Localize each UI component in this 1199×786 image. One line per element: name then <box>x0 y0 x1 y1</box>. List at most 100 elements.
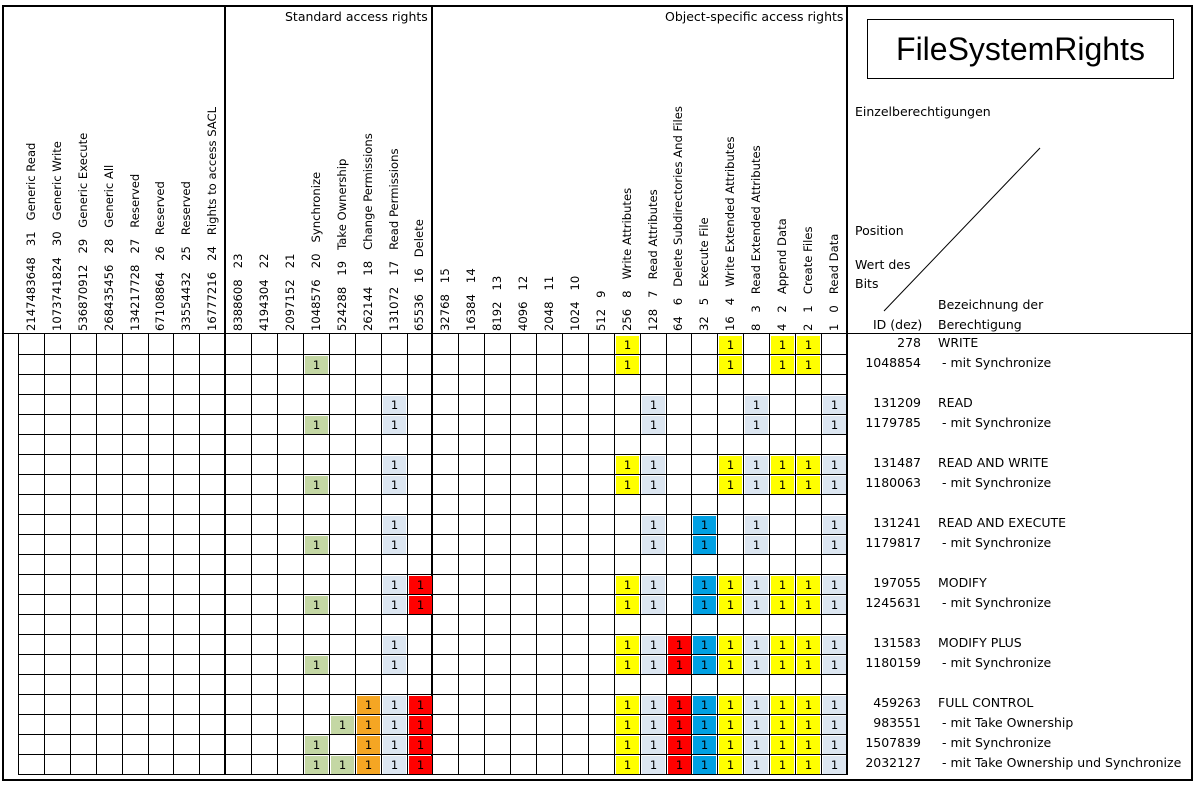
bit-cell: 1 <box>823 516 846 534</box>
column-header-label: 2048 11 <box>541 275 556 331</box>
bit-cell: 1 <box>719 636 742 654</box>
bit-cell: 1 <box>797 736 820 754</box>
bit-cell: 1 <box>797 716 820 734</box>
column-header-label: 134217728 27 Reserved <box>127 173 142 331</box>
column-header-label: 262144 18 Change Permissions <box>360 133 375 331</box>
bit-cell: 1 <box>771 476 794 494</box>
row-divider <box>18 554 847 555</box>
bit-cell: 1 <box>693 656 716 674</box>
row-permission-name: MODIFY <box>938 575 987 590</box>
bit-cell: 1 <box>797 356 820 374</box>
bit-cell: 1 <box>823 456 846 474</box>
row-permission-name: READ AND WRITE <box>938 455 1049 470</box>
bit-cell: 1 <box>383 596 406 614</box>
row-divider <box>18 494 847 495</box>
bit-cell: 1 <box>357 736 380 754</box>
bit-cell: 1 <box>745 516 768 534</box>
bit-cell: 1 <box>383 456 406 474</box>
bit-cell: 1 <box>383 696 406 714</box>
bit-cell: 1 <box>642 576 665 594</box>
bit-cell: 1 <box>745 716 768 734</box>
row-divider <box>18 414 847 415</box>
bit-cell: 1 <box>745 456 768 474</box>
column-header-label: 524288 19 Take Ownership <box>334 158 349 331</box>
bit-cell: 1 <box>383 716 406 734</box>
row-permission-name: MODIFY PLUS <box>938 635 1022 650</box>
row-divider <box>18 574 847 575</box>
bit-cell: 1 <box>357 716 380 734</box>
bit-cell: 1 <box>719 476 742 494</box>
row-divider <box>18 594 847 595</box>
row-divider <box>18 674 847 675</box>
bit-cell: 1 <box>771 656 794 674</box>
header-separator <box>4 333 1191 334</box>
bit-cell: 1 <box>771 756 794 774</box>
row-divider <box>18 734 847 735</box>
bit-cell: 1 <box>357 756 380 774</box>
bit-cell: 1 <box>771 736 794 754</box>
bit-cell: 1 <box>745 476 768 494</box>
bit-cell: 1 <box>383 656 406 674</box>
bit-cell: 1 <box>693 576 716 594</box>
row-divider <box>18 394 847 395</box>
bit-cell: 1 <box>771 596 794 614</box>
bit-cell: 1 <box>745 736 768 754</box>
legend-id-header: ID (dez) <box>873 317 923 332</box>
column-header-label: 64 6 Delete Subdirectories And Files <box>671 106 686 331</box>
row-id-value: 131209 <box>873 395 921 410</box>
legend-position: Position <box>855 223 904 238</box>
bit-cell: 1 <box>745 656 768 674</box>
bit-cell: 1 <box>357 696 380 714</box>
bit-cell: 1 <box>305 756 328 774</box>
bit-cell: 1 <box>771 576 794 594</box>
legend-name-header-line2: Berechtigung <box>938 317 1022 332</box>
bit-cell: 1 <box>771 456 794 474</box>
row-divider <box>18 754 847 755</box>
column-divider-major <box>846 6 848 775</box>
bit-cell: 1 <box>642 396 665 414</box>
object-specific-access-rights-title: Object-specific access rights <box>665 9 844 24</box>
bit-cell: 1 <box>797 656 820 674</box>
row-divider <box>18 774 847 775</box>
bit-cell: 1 <box>616 736 639 754</box>
bit-cell: 1 <box>616 576 639 594</box>
bit-cell: 1 <box>693 696 716 714</box>
column-header-label: 4194304 22 <box>257 253 272 331</box>
legend-bits: Bits <box>855 276 879 291</box>
row-id-value: 459263 <box>873 695 921 710</box>
bit-cell: 1 <box>616 696 639 714</box>
row-permission-name: - mit Synchronize <box>938 595 1052 610</box>
row-permission-name: FULL CONTROL <box>938 695 1034 710</box>
bit-cell: 1 <box>305 656 328 674</box>
row-id-value: 131583 <box>873 635 921 650</box>
bit-cell: 1 <box>719 656 742 674</box>
bit-cell: 1 <box>668 756 691 774</box>
column-header-label: 131072 17 Read Permissions <box>386 148 401 331</box>
bit-cell: 1 <box>719 596 742 614</box>
bit-cell: 1 <box>719 336 742 354</box>
bit-cell: 1 <box>642 456 665 474</box>
bit-cell: 1 <box>719 716 742 734</box>
bit-cell: 1 <box>797 576 820 594</box>
row-divider <box>18 714 847 715</box>
row-id-value: 1507839 <box>865 735 921 750</box>
bit-cell: 1 <box>823 736 846 754</box>
bit-cell: 1 <box>823 596 846 614</box>
bit-cell: 1 <box>745 696 768 714</box>
bit-cell: 1 <box>797 336 820 354</box>
column-header-label: 536870912 29 Generic Execute <box>75 132 90 331</box>
row-id-value: 278 <box>897 335 921 350</box>
column-header-label: 16777216 24 Rights to access SACL <box>205 106 220 331</box>
column-header-label: 512 9 <box>593 290 608 331</box>
bit-cell: 1 <box>331 716 354 734</box>
row-id-value: 131487 <box>873 455 921 470</box>
column-header-label: 128 7 Read Attributes <box>645 189 660 331</box>
bit-cell: 1 <box>771 716 794 734</box>
bit-cell: 1 <box>305 736 328 754</box>
bit-cell: 1 <box>409 756 432 774</box>
bit-cell: 1 <box>616 596 639 614</box>
bit-cell: 1 <box>797 756 820 774</box>
bit-cell: 1 <box>745 636 768 654</box>
bit-cell: 1 <box>383 476 406 494</box>
bit-cell: 1 <box>616 656 639 674</box>
